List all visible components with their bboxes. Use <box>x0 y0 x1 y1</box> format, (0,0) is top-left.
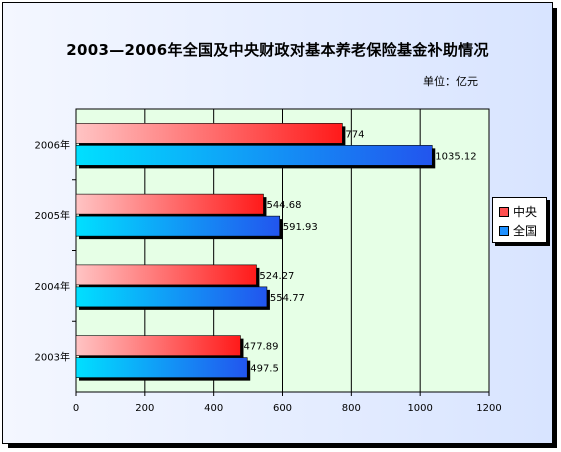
x-tick-label: 0 <box>73 403 79 414</box>
legend: 中央 全国 <box>492 197 547 243</box>
data-label: 554.77 <box>270 293 305 304</box>
category-label: 2003年 <box>35 351 70 364</box>
data-label: 477.89 <box>243 342 278 353</box>
chart-frame: 2003—2006年全国及中央财政对基本养老保险基金补助情况 单位：亿元 0 20… <box>2 2 553 444</box>
legend-swatch-central <box>499 206 509 217</box>
data-label: 774 <box>345 129 364 140</box>
legend-label-national: 全国 <box>513 224 538 238</box>
chart-title: 2003—2006年全国及中央财政对基本养老保险基金补助情况 <box>66 41 489 59</box>
data-label: 524.27 <box>259 271 294 282</box>
data-label: 591.93 <box>283 222 318 233</box>
legend-label-central: 中央 <box>513 205 538 219</box>
legend-item-national: 全国 <box>499 222 537 239</box>
data-label: 544.68 <box>266 200 301 211</box>
x-tick-label: 600 <box>273 403 292 414</box>
unit-label: 单位：亿元 <box>423 75 478 88</box>
bar-national-3 <box>75 357 248 378</box>
legend-swatch-national <box>499 225 509 236</box>
bar-national-0 <box>75 145 433 166</box>
bar-central-0 <box>75 123 343 144</box>
x-tick-label: 200 <box>135 403 154 414</box>
bar-national-1 <box>75 215 281 237</box>
bar-central-3 <box>75 335 241 356</box>
data-label: 1035.12 <box>435 151 476 162</box>
legend-item-central: 中央 <box>499 203 537 220</box>
x-tick-label: 800 <box>342 403 361 414</box>
bar-central-1 <box>75 193 264 215</box>
data-label: 497.5 <box>250 364 279 375</box>
category-label: 2004年 <box>35 280 70 293</box>
x-tick-label: 1200 <box>476 403 501 414</box>
category-label: 2005年 <box>35 209 70 222</box>
category-label: 2006年 <box>35 138 70 151</box>
bar-national-2 <box>75 286 268 308</box>
bar-central-2 <box>75 264 257 286</box>
bar-chart: 0 200 400 600 800 1000 1200 774 1035.12 2006年 544.… <box>35 108 502 414</box>
x-tick-label: 400 <box>204 403 223 414</box>
x-tick-label: 1000 <box>407 403 432 414</box>
